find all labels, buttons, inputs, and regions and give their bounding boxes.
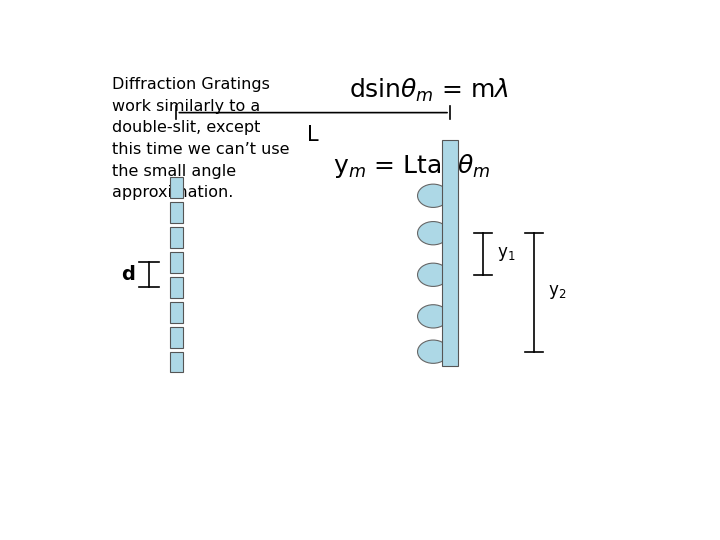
Bar bbox=[171, 202, 183, 223]
Circle shape bbox=[418, 184, 449, 207]
Text: y$_2$: y$_2$ bbox=[548, 284, 566, 301]
Bar bbox=[171, 227, 183, 248]
Text: L: L bbox=[307, 125, 319, 145]
Bar bbox=[171, 302, 183, 322]
Circle shape bbox=[418, 305, 449, 328]
Text: dsin$\theta_m$ = m$\lambda$: dsin$\theta_m$ = m$\lambda$ bbox=[349, 77, 510, 104]
Circle shape bbox=[418, 263, 449, 286]
Text: y$_m$ = Ltan$\theta_m$: y$_m$ = Ltan$\theta_m$ bbox=[333, 152, 490, 180]
Circle shape bbox=[418, 340, 449, 363]
Text: d: d bbox=[121, 265, 135, 284]
Bar bbox=[171, 352, 183, 373]
Bar bbox=[171, 177, 183, 198]
Bar bbox=[442, 140, 458, 366]
Text: y$_1$: y$_1$ bbox=[498, 245, 516, 263]
Bar bbox=[171, 252, 183, 273]
Text: Diffraction Gratings
work similarly to a
double-slit, except
this time we can’t : Diffraction Gratings work similarly to a… bbox=[112, 77, 290, 200]
Bar bbox=[171, 277, 183, 298]
Circle shape bbox=[418, 221, 449, 245]
Bar bbox=[171, 327, 183, 348]
